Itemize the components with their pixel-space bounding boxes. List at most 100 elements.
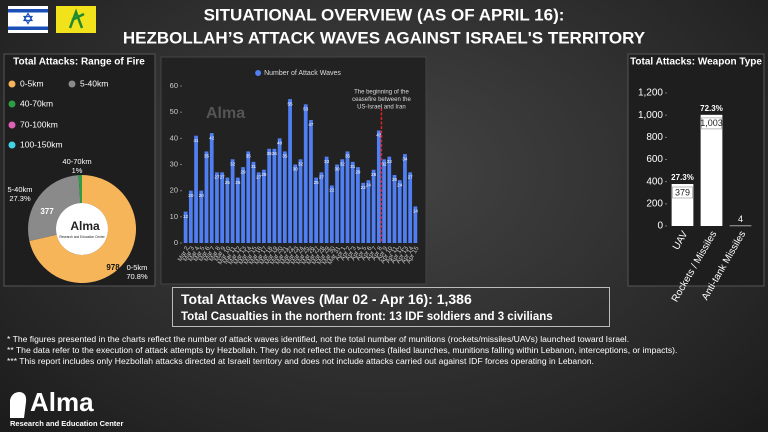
bar (220, 172, 225, 243)
watermark: Alma (206, 105, 245, 122)
data-label: 35 (204, 154, 210, 159)
legend-label: 5-40km (80, 78, 108, 88)
bar (293, 164, 298, 243)
bar (303, 104, 308, 243)
data-label: 32 (230, 161, 236, 166)
data-label: 26 (392, 177, 398, 182)
data-label: 978 (106, 263, 120, 272)
summary-total: Total Attacks Waves (Mar 02 - Apr 16): 1… (181, 291, 472, 307)
panel (627, 53, 765, 287)
data-label: 24 (366, 182, 372, 187)
legend-swatch (8, 121, 16, 129)
bar (729, 225, 752, 227)
annotation-text: ceasefire between the (352, 97, 411, 103)
data-label: 377 (40, 207, 54, 216)
data-label: 12 (183, 214, 189, 219)
bar (329, 185, 334, 243)
data-label: 14 (413, 209, 419, 214)
slice-name: 40-70km (62, 157, 91, 166)
y-tick-label: 30 (170, 159, 178, 168)
data-label: 32 (298, 161, 304, 166)
bar (272, 148, 277, 243)
data-label: 27 (408, 175, 414, 180)
data-label: 20 (188, 193, 194, 198)
bar (230, 159, 235, 243)
bar (324, 156, 329, 243)
bar (267, 148, 272, 243)
y-tick-label: 400 (646, 176, 663, 187)
bar (700, 114, 723, 226)
bar (277, 138, 282, 243)
data-label: 43 (376, 133, 382, 138)
logo-name: Alma (30, 387, 94, 417)
percent-label: 1% (72, 166, 83, 175)
data-label: 27 (319, 175, 325, 180)
logo-tagline: Research and Education Center (10, 419, 123, 428)
y-tick-label: 10 (170, 212, 178, 221)
y-tick-label: 20 (170, 186, 178, 195)
data-label: 25 (225, 180, 231, 185)
y-tick-label: 40 (170, 133, 178, 142)
bar (314, 177, 319, 243)
data-label: 55 (287, 101, 293, 106)
title-line: HEZBOLLAH’S ATTACK WAVES AGAINST ISRAEL'… (123, 28, 646, 47)
bar (194, 135, 198, 243)
bar (288, 99, 292, 243)
annotation-text: US-Israel and Iran (357, 105, 406, 111)
y-tick-label: 60 (170, 81, 178, 90)
data-label: 34 (402, 156, 408, 161)
data-label: 32 (381, 161, 387, 166)
bar (225, 177, 230, 243)
percent-label: 72.3% (700, 104, 723, 113)
logo-mark: Alma (70, 219, 100, 233)
legend-label: 100-150km (20, 139, 63, 149)
bar (361, 182, 366, 243)
footnote: * The figures presented in the charts re… (7, 334, 630, 344)
data-label: 35 (246, 154, 252, 159)
bar (413, 206, 418, 243)
legend-label: Number of Attack Waves (264, 70, 341, 77)
bar (298, 159, 303, 243)
y-tick-label: 800 (646, 132, 663, 143)
data-label: 29 (240, 169, 246, 174)
data-label: 42 (209, 135, 215, 140)
chart-title: Total Attacks: Range of Fire (13, 57, 145, 68)
footnote: ** The data refer to the execution of at… (7, 345, 678, 355)
bar (392, 174, 397, 243)
data-label: 29 (355, 169, 361, 174)
bar (251, 161, 256, 243)
data-label: 32 (340, 161, 346, 166)
annotation-text: The beginning of the (354, 90, 409, 96)
y-tick-label: 1,000 (638, 110, 663, 121)
data-label: 36 (267, 151, 273, 156)
footnotes: * The figures presented in the charts re… (7, 334, 759, 367)
legend-swatch (68, 80, 76, 88)
data-label: 53 (303, 107, 309, 112)
percent-label: 27.3% (671, 173, 694, 182)
data-label: 28 (261, 172, 267, 177)
donut-hole (56, 203, 108, 255)
title-line: SITUATIONAL OVERVIEW (AS OF APRIL 16): (204, 5, 565, 24)
y-tick-label: 0 (174, 238, 178, 247)
bar (366, 180, 371, 243)
data-label: 22 (329, 188, 335, 193)
data-label: 27 (220, 175, 226, 180)
summary-casualties: Total Casualties in the northern front: … (181, 311, 553, 323)
logo-tagline: Research and Education Center (59, 235, 105, 239)
data-label: 35 (282, 154, 288, 159)
data-label: 4 (738, 214, 743, 224)
label-bg (672, 186, 693, 199)
hezbollah-flag (56, 6, 96, 33)
data-label: 25 (314, 180, 320, 185)
data-label: 23 (361, 185, 367, 190)
legend-label: 70-100km (20, 119, 58, 129)
data-label: 47 (308, 122, 314, 127)
bar (371, 169, 376, 243)
data-label: 31 (251, 164, 257, 169)
chart-title: Total Attacks: Weapon Type (630, 57, 762, 68)
bar (246, 151, 251, 243)
footnote: *** This report includes only Hezbollah … (7, 356, 594, 366)
legend-label: 0-5km (20, 78, 44, 88)
